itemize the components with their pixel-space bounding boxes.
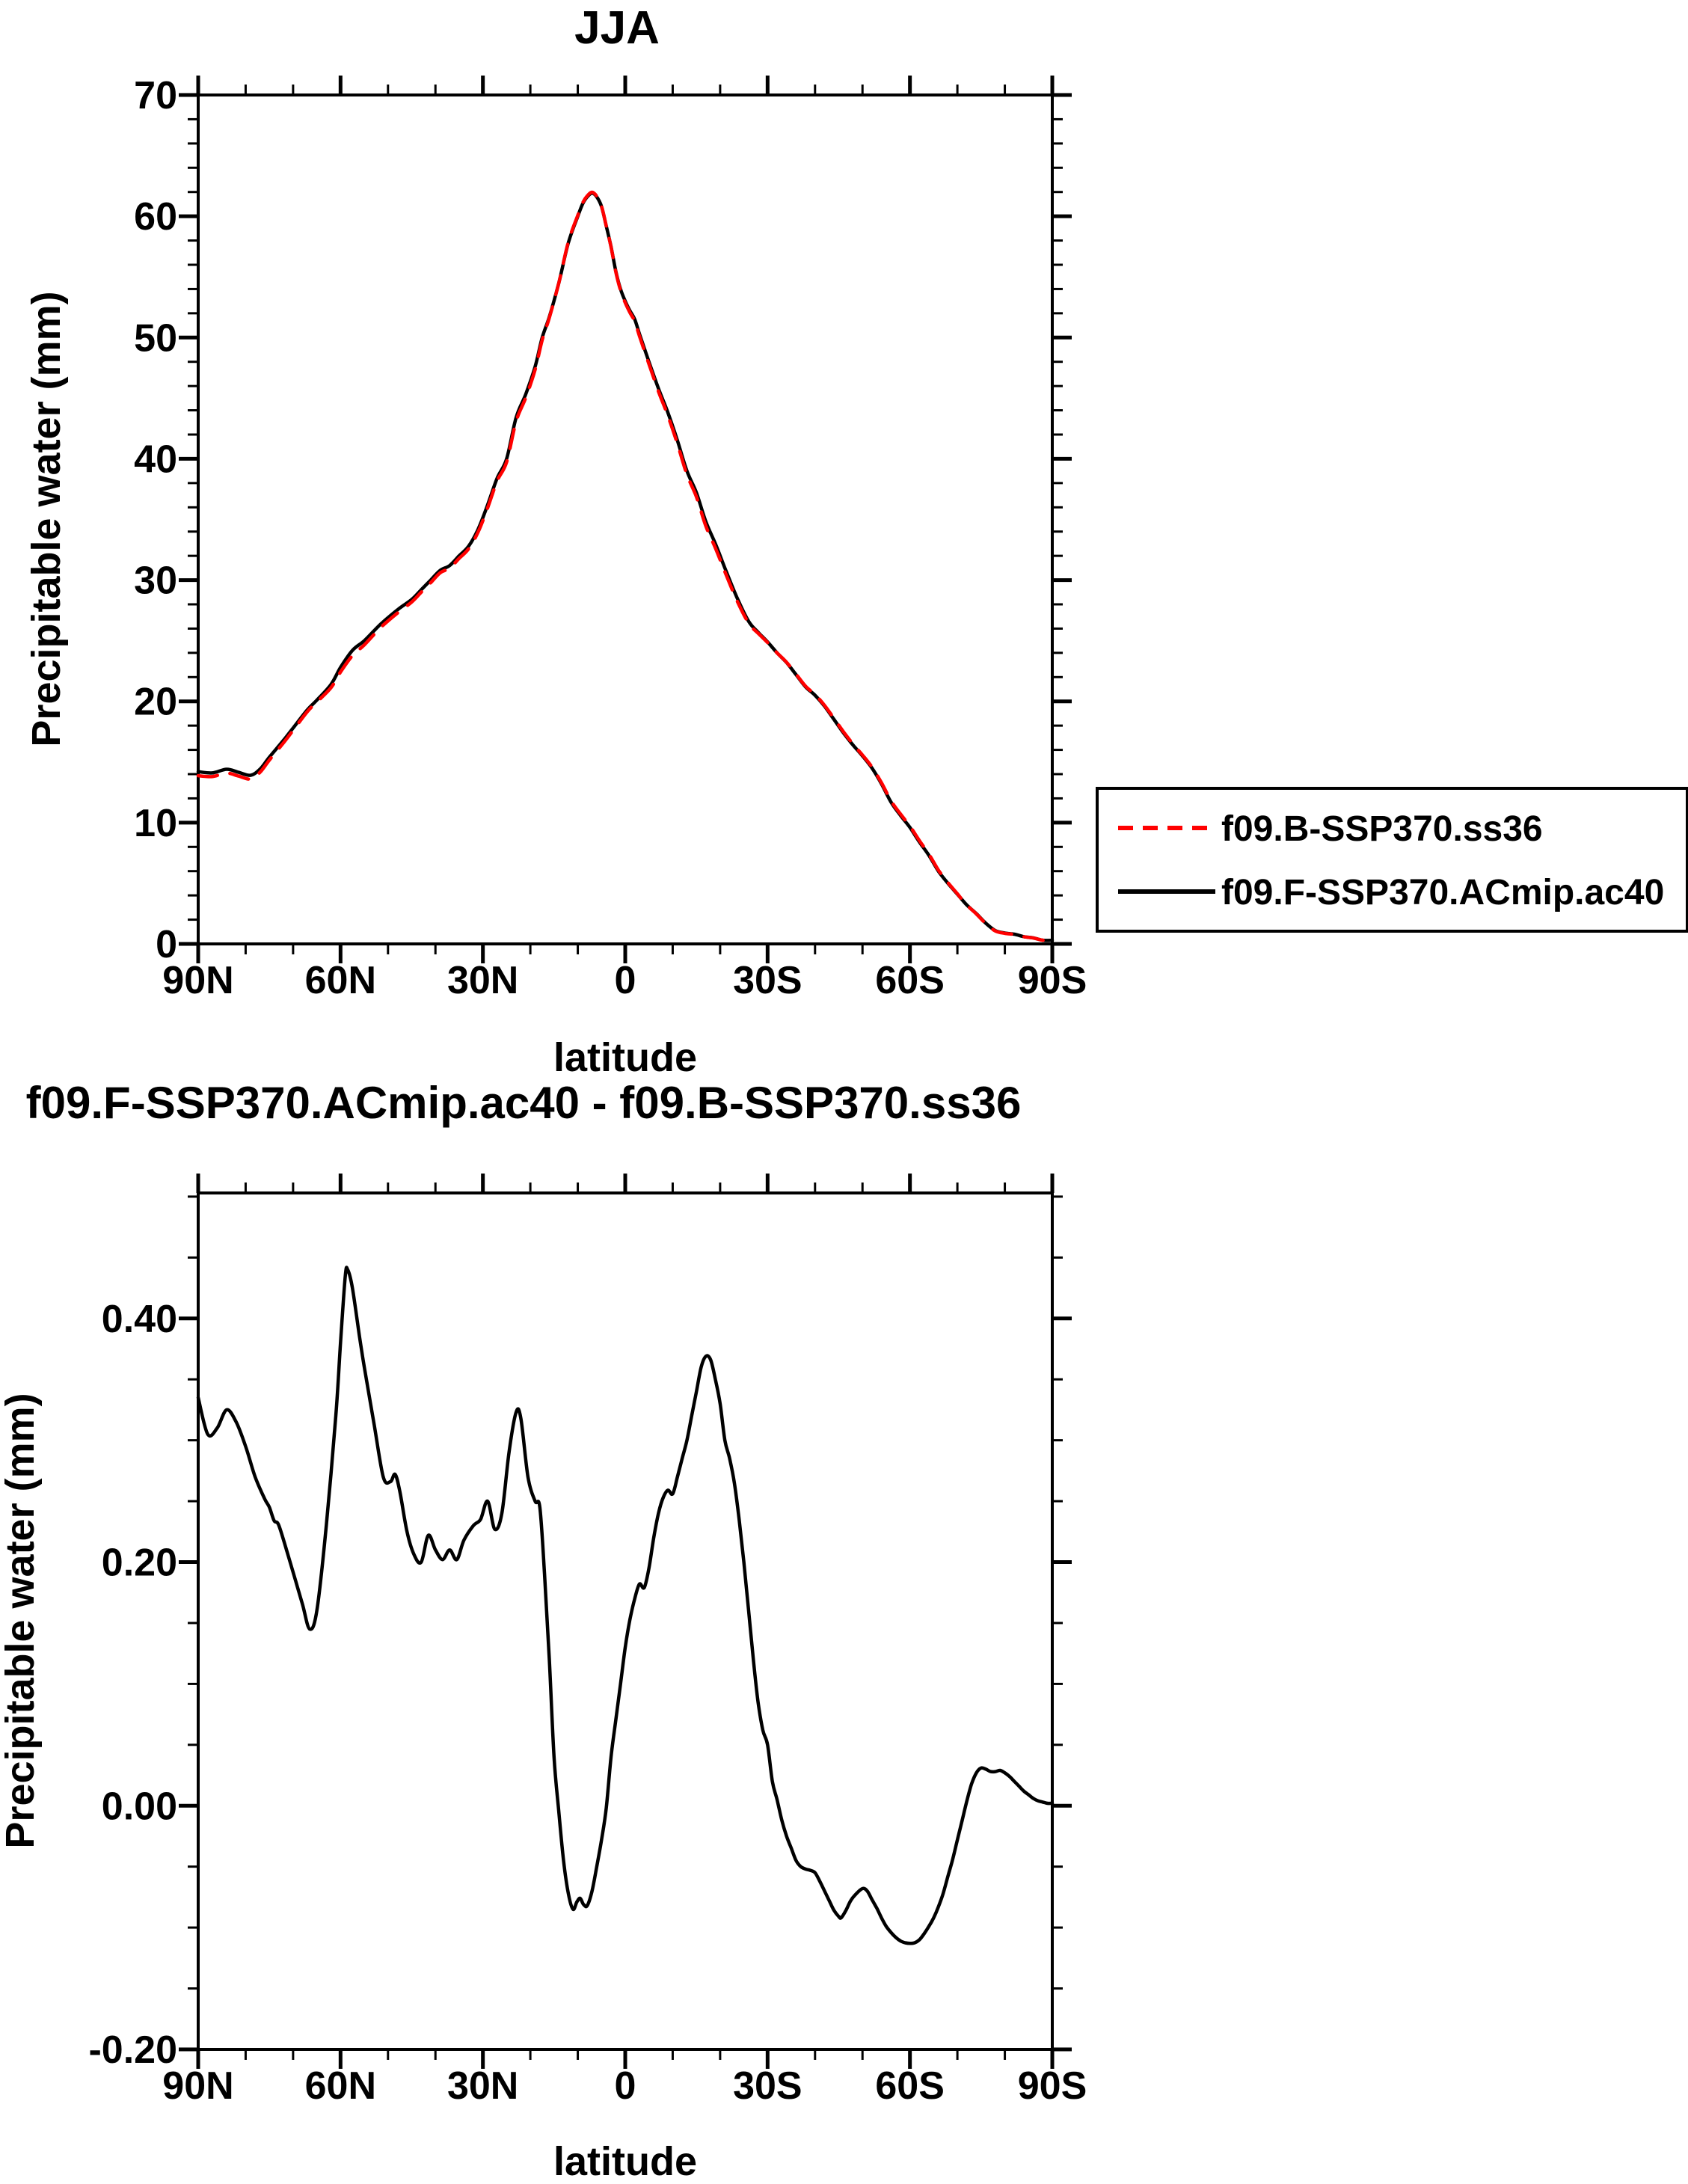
x-tick-label: 90S bbox=[1018, 2064, 1087, 2108]
x-tick-label: 90N bbox=[162, 2064, 233, 2108]
top-chart-xlabel: latitude bbox=[553, 1035, 697, 1080]
series-line-black-solid bbox=[196, 1266, 1055, 1945]
x-tick-label: 30S bbox=[733, 959, 802, 1002]
x-tick-label: 30N bbox=[447, 959, 518, 1002]
top-chart-ylabel: Precipitable water (mm) bbox=[24, 291, 69, 746]
plot-frame bbox=[197, 1191, 1054, 2051]
x-tick-label: 30S bbox=[733, 2064, 802, 2108]
x-tick-label: 60S bbox=[875, 959, 945, 1002]
y-tick-label: 30 bbox=[134, 559, 177, 603]
legend-label-f-ssp370-acmip: f09.F-SSP370.ACmip.ac40 bbox=[1221, 873, 1664, 912]
legend-box bbox=[1096, 787, 1688, 933]
y-tick-label: 60 bbox=[134, 195, 177, 239]
bottom-chart-xlabel: latitude bbox=[553, 2139, 697, 2184]
x-tick-label: 60N bbox=[305, 959, 376, 1002]
y-tick-label: 50 bbox=[134, 316, 177, 360]
legend: f09.B-SSP370.ss36 latitude f09.F-SSP370.… bbox=[1096, 787, 1688, 933]
x-tick-label: 90N bbox=[162, 959, 233, 1002]
x-tick-label: 0 bbox=[615, 959, 636, 1002]
series-line-red-dashed bbox=[196, 190, 1055, 942]
y-tick-label: 10 bbox=[134, 802, 177, 845]
x-tick-label: 0 bbox=[615, 2064, 636, 2108]
y-tick-label: -0.20 bbox=[88, 2028, 177, 2072]
plot-frame bbox=[197, 93, 1054, 945]
y-tick-label: 0.40 bbox=[102, 1298, 177, 1341]
y-tick-label: 0.00 bbox=[102, 1785, 177, 1828]
y-tick-label: 70 bbox=[134, 74, 177, 117]
y-tick-label: 0 bbox=[156, 923, 177, 966]
y-tick-label: 0.20 bbox=[102, 1542, 177, 1585]
y-tick-label: 40 bbox=[134, 438, 177, 481]
bottom-chart: 90N 60N 30N 0 30S 60S 90S 0.40 0.20 0.00 -0.20 bbox=[88, 1174, 1087, 2108]
bottom-chart-title: f09.F-SSP370.ACmip.ac40 - f09.B-SSP370.s… bbox=[26, 1078, 1022, 1128]
x-tick-label: 30N bbox=[447, 2064, 518, 2108]
legend-label-b-ssp370: f09.B-SSP370.ss36 bbox=[1221, 809, 1543, 849]
x-tick-label: 90S bbox=[1018, 959, 1087, 1002]
x-tick-label: 60N bbox=[305, 2064, 376, 2108]
top-chart: 90N 60N 30N 0 30S 60S 90S 0 10 20 30 40 50 60 70 bbox=[134, 74, 1087, 1002]
bottom-chart-ylabel: Precipitable water (mm) bbox=[0, 1393, 43, 1848]
x-tick-label: 60S bbox=[875, 2064, 945, 2108]
y-tick-label: 20 bbox=[134, 681, 177, 724]
top-chart-title: JJA bbox=[574, 2, 660, 54]
